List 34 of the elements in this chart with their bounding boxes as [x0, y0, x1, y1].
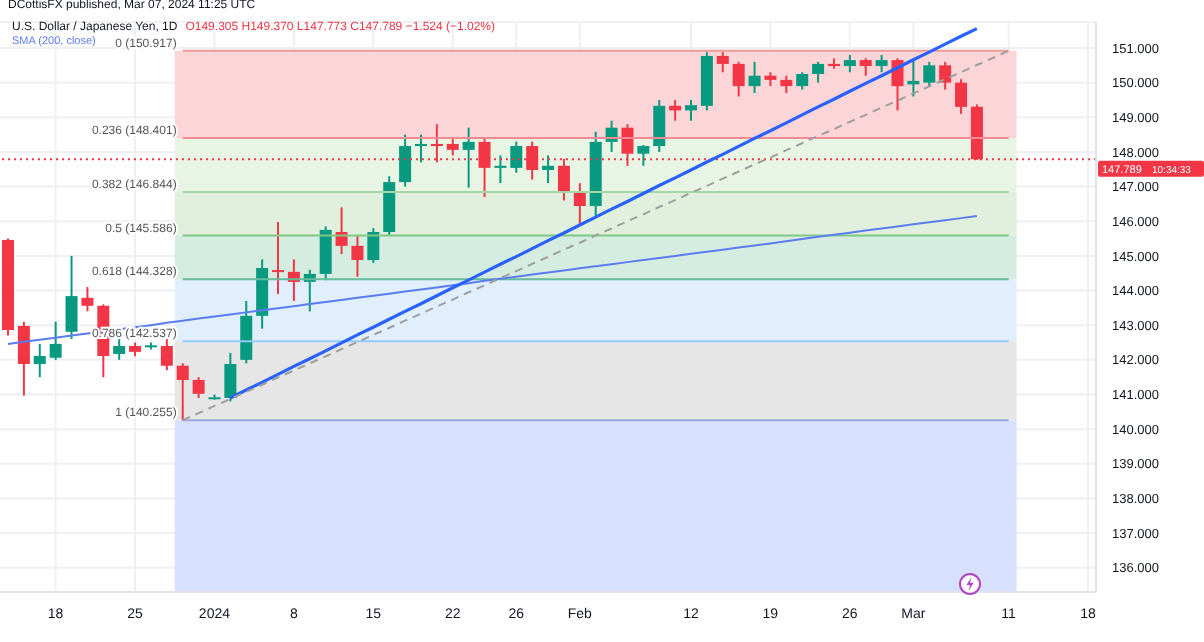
candlestick [49, 320, 62, 361]
candlestick [812, 60, 825, 84]
candlestick [955, 78, 968, 115]
candlestick [414, 133, 427, 164]
candlestick [573, 182, 586, 226]
candlestick [653, 98, 666, 153]
candlestick [510, 140, 523, 174]
candlestick [462, 126, 475, 189]
candlestick [685, 98, 698, 122]
candlestick [192, 376, 205, 399]
candlestick [65, 254, 78, 341]
candlestick [256, 258, 269, 330]
candlestick [319, 225, 332, 282]
candlestick [17, 320, 30, 397]
candlestick [367, 227, 380, 264]
candlestick [240, 299, 253, 365]
candlestick [33, 342, 46, 379]
candlestick [224, 351, 237, 403]
candlestick [399, 133, 412, 188]
candlestick [272, 220, 285, 296]
candlestick [494, 154, 507, 185]
candlestick [923, 60, 936, 88]
candlestick [351, 234, 364, 278]
candlestick [939, 60, 952, 91]
candlestick [748, 60, 761, 95]
candlestick [637, 144, 650, 167]
candlestick [81, 286, 94, 313]
candlestick [542, 154, 555, 185]
candlestick [176, 362, 189, 422]
candlestick [732, 60, 745, 98]
candlestick [716, 51, 729, 74]
candlestick [113, 334, 126, 361]
candlestick [160, 338, 173, 372]
line-series [181, 49, 1010, 422]
